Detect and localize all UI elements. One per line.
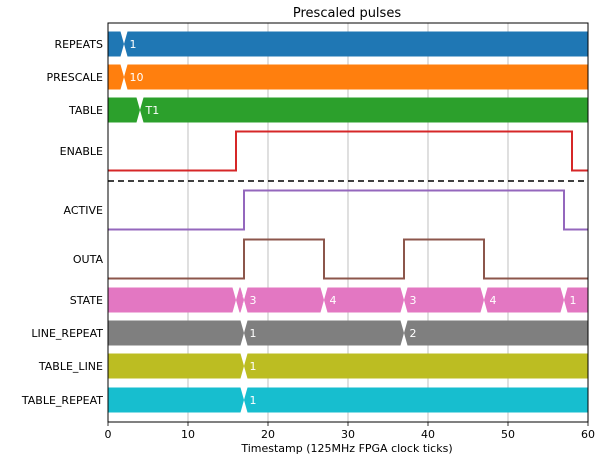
series-enable	[108, 130, 588, 172]
bus-value-label: 1	[250, 360, 257, 373]
bus-value-label: 2	[410, 327, 417, 340]
bus-segment	[108, 64, 124, 90]
bit-trace	[108, 130, 588, 172]
row-label: PRESCALE	[47, 71, 104, 84]
series-table-line: 1	[108, 353, 588, 379]
series-active	[108, 189, 588, 231]
bus-segment	[484, 287, 564, 313]
bus-value-label: 3	[410, 294, 417, 307]
bus-value-label: 3	[250, 294, 257, 307]
row-label: REPEATS	[54, 38, 103, 51]
bus-value-label: 4	[330, 294, 337, 307]
bus-value-label: T1	[145, 104, 160, 117]
bus-segment	[108, 353, 244, 379]
bus-segment	[124, 64, 588, 90]
row-label: ACTIVE	[64, 204, 104, 217]
row-label: ENABLE	[60, 145, 103, 158]
bit-trace	[108, 238, 588, 280]
series-repeats: 1	[108, 31, 588, 57]
x-axis-label: Timestamp (125MHz FPGA clock ticks)	[240, 442, 452, 455]
bus-segment	[244, 320, 404, 346]
bus-segment	[140, 97, 588, 123]
chart-title: Prescaled pulses	[293, 6, 401, 21]
row-label: TABLE_REPEAT	[21, 394, 103, 407]
row-label: STATE	[70, 294, 103, 307]
bus-value-label: 1	[130, 38, 137, 51]
bus-value-label: 1	[250, 394, 257, 407]
bus-value-label: 10	[130, 71, 144, 84]
bus-segment	[324, 287, 404, 313]
bus-segment	[404, 320, 588, 346]
x-tick-label: 10	[181, 428, 195, 441]
x-tick-label: 40	[421, 428, 435, 441]
x-tick-label: 20	[261, 428, 275, 441]
row-label: TABLE	[68, 104, 103, 117]
bus-segment	[236, 287, 244, 313]
bus-segment	[108, 287, 236, 313]
bus-segment	[244, 353, 588, 379]
bus-segment	[404, 287, 484, 313]
bus-segment	[108, 31, 124, 57]
row-label: OUTA	[73, 253, 104, 266]
x-tick-label: 50	[501, 428, 515, 441]
row-label: TABLE_LINE	[38, 360, 103, 373]
series-table: T1	[108, 97, 588, 123]
series-layer: 110T11343411211	[108, 31, 588, 413]
bus-segment	[108, 320, 244, 346]
bus-segment	[244, 287, 324, 313]
row-labels: REPEATS PRESCALE TABLE ENABLE ACTIVE OUTA STAT…	[21, 38, 104, 407]
series-table-repeat: 1	[108, 387, 588, 413]
series-prescale: 10	[108, 64, 588, 90]
bus-segment	[244, 387, 588, 413]
bus-segment	[564, 287, 588, 313]
row-label: LINE_REPEAT	[31, 327, 103, 340]
x-axis-ticks: 0 10 20 30 40 50 60	[105, 422, 595, 441]
x-tick-label: 30	[341, 428, 355, 441]
bus-value-label: 4	[490, 294, 497, 307]
bus-value-label: 1	[570, 294, 577, 307]
bus-segment	[124, 31, 588, 57]
bus-segment	[108, 387, 244, 413]
bit-trace	[108, 189, 588, 231]
series-outa	[108, 238, 588, 280]
bus-segment	[108, 97, 140, 123]
bus-value-label: 1	[250, 327, 257, 340]
x-tick-label: 0	[105, 428, 112, 441]
x-tick-label: 60	[581, 428, 595, 441]
